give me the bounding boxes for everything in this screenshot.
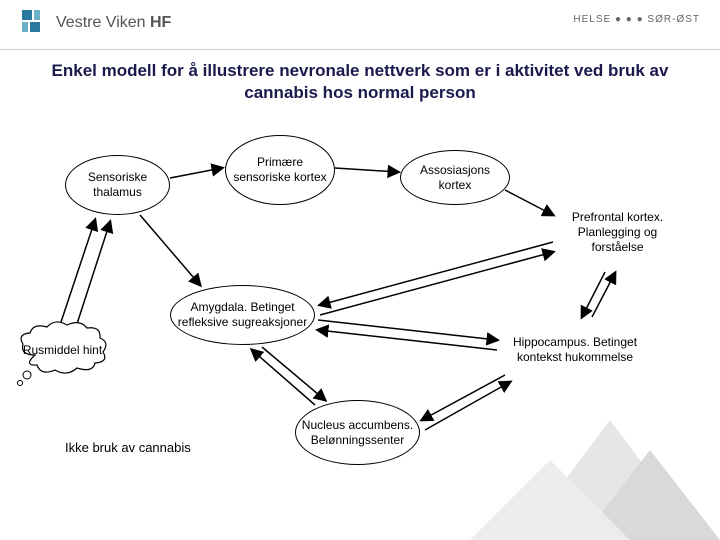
node-label: Assosiasjons kortex — [405, 163, 505, 193]
node-label: Primære sensoriske kortex — [230, 155, 330, 185]
vestre-viken-icon — [20, 8, 50, 38]
node-sensoriske-thalamus: Sensoriske thalamus — [65, 155, 170, 215]
diagram-container: Sensoriske thalamus Primære sensoriske k… — [0, 110, 720, 540]
node-assosiasjons-kortex: Assosiasjons kortex — [400, 150, 510, 205]
node-label: Amygdala. Betinget refleksive sugreaksjo… — [175, 300, 310, 330]
node-label: Nucleus accumbens. Belønningssenter — [300, 418, 415, 448]
node-label: Prefrontal kortex. Planlegging og forstå… — [559, 210, 676, 255]
logo-right-text: HELSE ● ● ● SØR-ØST — [573, 14, 700, 25]
node-primaere-kortex: Primære sensoriske kortex — [225, 135, 335, 205]
label-ikke-bruk: Ikke bruk av cannabis — [65, 440, 191, 455]
node-amygdala: Amygdala. Betinget refleksive sugreaksjo… — [170, 285, 315, 345]
header: Vestre Viken HF HELSE ● ● ● SØR-ØST — [0, 0, 720, 50]
logo-left-text: Vestre Viken HF — [56, 14, 171, 32]
node-prefrontal: Prefrontal kortex. Planlegging og forstå… — [555, 195, 680, 270]
logo-left: Vestre Viken HF — [20, 8, 171, 38]
node-label: Hippocampus. Betinget kontekst hukommels… — [504, 335, 646, 365]
node-rusmiddel: Rusmiddel hint — [15, 325, 110, 380]
node-label: Rusmiddel hint — [23, 343, 102, 358]
page-title: Enkel modell for å illustrere nevronale … — [30, 60, 690, 104]
node-hippocampus: Hippocampus. Betinget kontekst hukommels… — [500, 320, 650, 380]
node-label: Sensoriske thalamus — [70, 170, 165, 200]
node-nucleus: Nucleus accumbens. Belønningssenter — [295, 400, 420, 465]
